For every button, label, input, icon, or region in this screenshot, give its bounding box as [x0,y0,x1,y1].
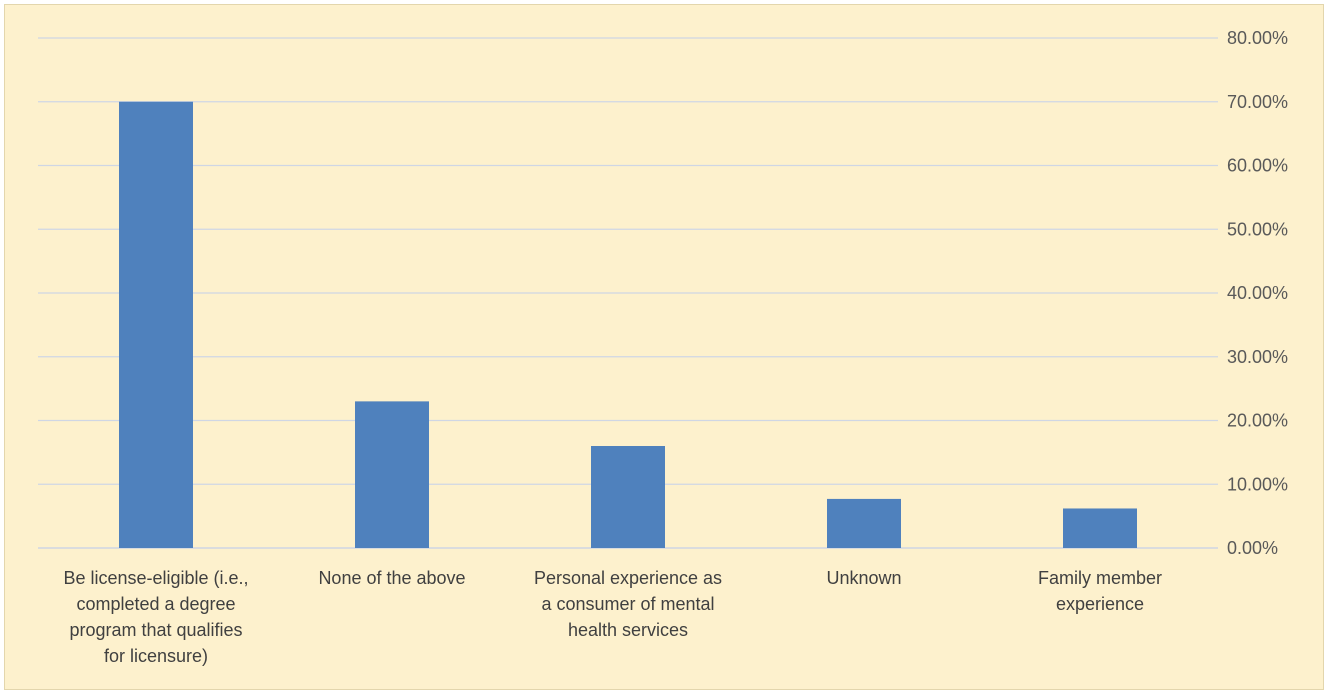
y-tick-label: 20.00% [1227,411,1288,431]
chart-area: 0.00% 10.00% 20.00% 30.00% 40.00% 50.00% 60.00… [4,4,1324,690]
bar [119,101,193,548]
bar [355,401,429,548]
y-tick-label: 70.00% [1227,92,1288,112]
y-tick-label: 80.00% [1227,28,1288,48]
x-category-label: Personal experience as a consumer of ment… [534,568,722,640]
bars [119,101,1137,548]
y-tick-label: 0.00% [1227,538,1278,558]
y-tick-label: 30.00% [1227,347,1288,367]
gridlines [38,37,1218,549]
x-category-label: Unknown [826,568,901,588]
bar [1063,508,1137,548]
y-axis-tick-labels: 0.00% 10.00% 20.00% 30.00% 40.00% 50.00% 60.00… [1227,28,1288,558]
bar-chart: 0.00% 10.00% 20.00% 30.00% 40.00% 50.00% 60.00… [38,28,1288,666]
bar [591,446,665,548]
x-category-label: Family member experience [1038,568,1162,614]
y-tick-label: 40.00% [1227,283,1288,303]
x-axis-category-labels: Be license-eligible (i.e., completed a de… [63,568,1162,666]
y-tick-label: 60.00% [1227,156,1288,176]
y-tick-label: 50.00% [1227,219,1288,239]
x-category-label: None of the above [318,568,465,588]
bar [827,498,901,548]
y-tick-label: 10.00% [1227,474,1288,494]
x-category-label: Be license-eligible (i.e., completed a de… [63,568,248,666]
